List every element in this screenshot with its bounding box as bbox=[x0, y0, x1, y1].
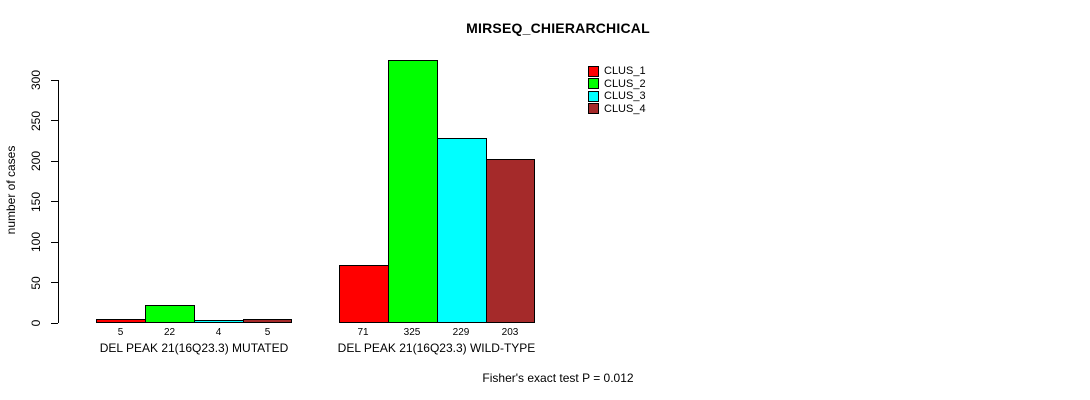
y-tick-label: 0 bbox=[29, 319, 43, 327]
category-label: DEL PEAK 21(16Q23.3) MUTATED bbox=[99, 341, 289, 355]
legend-swatch-icon bbox=[588, 90, 599, 102]
y-tick bbox=[51, 322, 58, 324]
y-tick bbox=[51, 120, 58, 121]
chart-title: MIRSEQ_CHIERARCHICAL bbox=[466, 20, 650, 36]
legend-swatch-icon bbox=[588, 65, 599, 77]
bar-CLUS_2-group2 bbox=[387, 59, 438, 323]
legend-item-CLUS_4: CLUS_4 bbox=[588, 103, 646, 116]
bar-CLUS_3-group2 bbox=[436, 137, 487, 323]
bar-value-label: 325 bbox=[403, 327, 421, 338]
y-tick-label: 100 bbox=[29, 231, 43, 253]
legend-swatch-icon bbox=[588, 103, 599, 115]
bar-CLUS_4-group1 bbox=[243, 318, 292, 323]
bar-CLUS_1-group1 bbox=[96, 318, 146, 323]
legend-label: CLUS_3 bbox=[604, 90, 646, 103]
legend-item-CLUS_3: CLUS_3 bbox=[588, 90, 646, 103]
y-tick-label: 300 bbox=[29, 69, 43, 91]
y-tick bbox=[51, 282, 58, 283]
y-tick bbox=[51, 160, 58, 162]
legend-swatch-icon bbox=[588, 78, 599, 90]
bar-value-label: 22 bbox=[163, 327, 176, 338]
legend: CLUS_1 CLUS_2 CLUS_3 CLUS_4 bbox=[588, 65, 646, 115]
y-axis-label: number of cases bbox=[4, 145, 18, 235]
legend-label: CLUS_4 bbox=[604, 102, 646, 115]
y-tick bbox=[51, 241, 58, 243]
y-tick-label: 200 bbox=[29, 150, 43, 172]
legend-label: CLUS_2 bbox=[604, 77, 646, 90]
legend-item-CLUS_2: CLUS_2 bbox=[588, 78, 646, 91]
legend-item-CLUS_1: CLUS_1 bbox=[588, 65, 646, 78]
bar-value-label: 5 bbox=[264, 327, 271, 338]
y-tick bbox=[51, 79, 58, 81]
bar-value-label: 229 bbox=[452, 327, 470, 338]
y-tick-label: 50 bbox=[29, 275, 43, 290]
bar-value-label: 71 bbox=[357, 327, 369, 338]
bar-CLUS_3-group1 bbox=[194, 319, 244, 323]
annotation-text: Fisher's exact test P = 0.012 bbox=[482, 371, 634, 385]
bar-CLUS_1-group2 bbox=[338, 265, 389, 323]
bar-value-label: 4 bbox=[215, 327, 222, 338]
bar-CLUS_2-group1 bbox=[145, 305, 195, 323]
legend-label: CLUS_1 bbox=[604, 65, 646, 78]
y-tick-label: 250 bbox=[29, 110, 43, 131]
category-label: DEL PEAK 21(16Q23.3) WILD-TYPE bbox=[337, 341, 536, 355]
bar-value-label: 5 bbox=[117, 327, 124, 338]
y-tick-label: 150 bbox=[29, 191, 43, 212]
bar-CLUS_4-group2 bbox=[485, 158, 535, 323]
y-tick bbox=[51, 201, 58, 202]
bar-value-label: 203 bbox=[501, 327, 519, 338]
y-axis-line bbox=[58, 80, 59, 323]
